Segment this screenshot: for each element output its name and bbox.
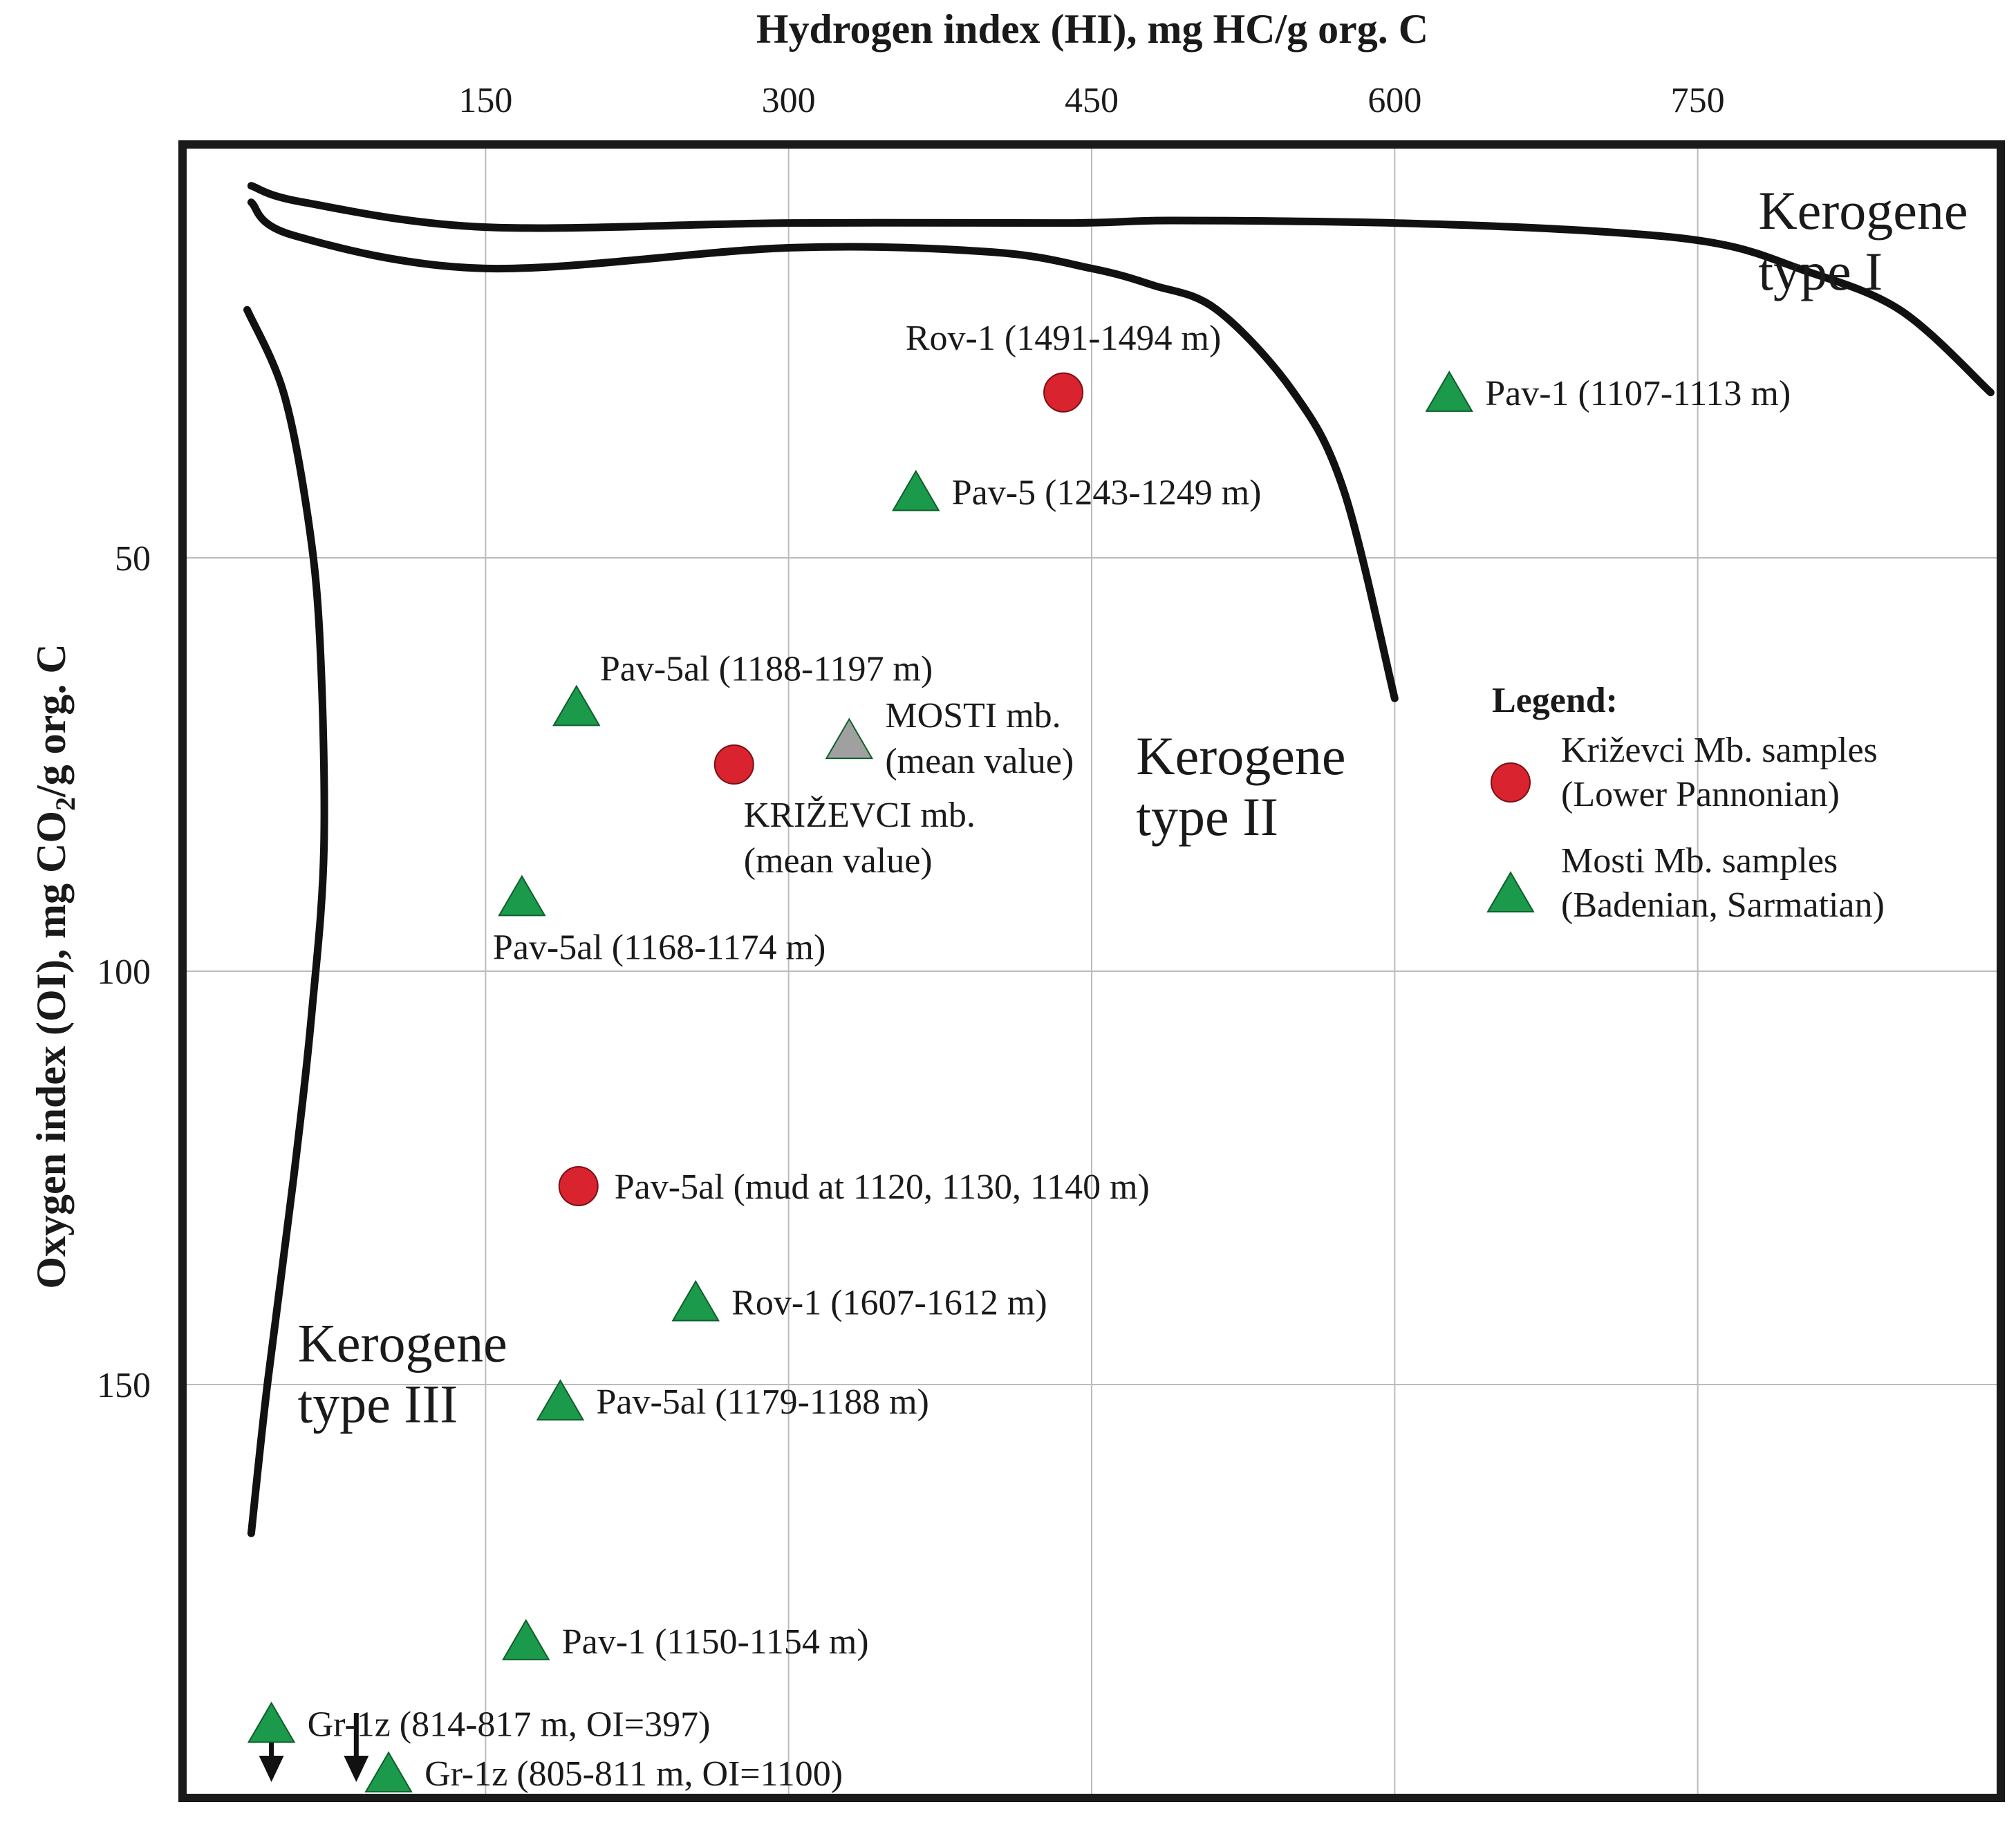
legend-label-lower-pannonian: (Lower Pannonian)	[1561, 775, 1840, 814]
point-pav-1-1107-1113-m	[1425, 371, 1473, 412]
point-labels: Rov-1 (1491-1494 m) KRIŽEVCI mb. (mean val…	[308, 319, 1791, 1794]
x-tick-label-150: 150	[458, 81, 512, 120]
label-pav-5al-mud-at-1120-1130-1140-m-0-2-0: Pav-5al (mud at 1120, 1130, 1140 m)	[615, 1167, 1150, 1207]
point-gr-1z-814-817-m-oi-397	[247, 1701, 296, 1743]
x-tick-label-600: 600	[1368, 81, 1421, 120]
y-tick-label-100: 100	[97, 953, 151, 992]
legend-title: Legend:	[1492, 681, 1618, 720]
point-kri-evci-mb-mean-value	[713, 744, 754, 785]
label-pav-5al-1168-1174-m-1-3-0: Pav-5al (1168-1174 m)	[493, 928, 825, 967]
x-tick-label-300: 300	[762, 81, 816, 120]
region-label-1-line-1: Kerogene	[1758, 180, 1968, 241]
grid-lines	[183, 144, 2001, 1798]
point-pav-5-1243-1249-m	[892, 469, 940, 512]
point-pav-5al-1179-1188-m	[536, 1379, 585, 1420]
legend: Legend: Križevci Mb. samples (Lower Pannon…	[1486, 681, 1885, 925]
y-axis-title: Oxygen index (OI), mg CO2/g org. C	[28, 644, 81, 1288]
region-label-1-line-2: type I	[1758, 241, 1883, 301]
region-label-3-line-1: Kerogene	[298, 1313, 507, 1373]
label-pav-1-1107-1113-m-1-0-0: Pav-1 (1107-1113 m)	[1485, 374, 1791, 413]
label-rov-1-1491-1494-m-0-0-0: Rov-1 (1491-1494 m)	[906, 319, 1221, 358]
type-III-curve	[243, 306, 328, 1537]
label-pav-1-1150-1154-m-1-6-0: Pav-1 (1150-1154 m)	[562, 1622, 869, 1662]
point-rov-1-1491-1494-m	[1043, 372, 1084, 413]
label-mean-value-2-0-1: (mean value)	[885, 742, 1074, 781]
data-points	[247, 371, 1473, 1793]
plot-frame	[178, 140, 2005, 1802]
label-gr-1z-805-811-m-oi-1100-1-8-0: Gr-1z (805-811 m, OI=1100)	[424, 1754, 843, 1794]
off-scale-arrow-head-2	[344, 1756, 369, 1782]
label-kri-evci-mb-0-1-0: KRIŽEVCI mb.	[744, 795, 976, 835]
kerogen-boundary-curves	[243, 182, 1995, 1537]
type-II-curve	[247, 198, 1399, 702]
tick-labels: 150 300 450 600 750 50 100 150	[97, 81, 1725, 1405]
label-pav-5al-1188-1197-m-1-2-0: Pav-5al (1188-1197 m)	[600, 649, 933, 688]
point-gr-1z-805-811-m-oi-1100	[364, 1751, 413, 1793]
region-label-2-line-1: Kerogene	[1136, 726, 1345, 786]
point-pav-5al-mud-at-1120-1130-1140-m	[558, 1165, 599, 1206]
x-axis-title: Hydrogen index (HI), mg HC/g org. C	[756, 6, 1428, 52]
label-gr-1z-814-817-m-oi-397-1-7-0: Gr-1z (814-817 m, OI=397)	[308, 1705, 711, 1744]
legend-label-mosti-mb-samples: Mosti Mb. samples	[1561, 841, 1838, 881]
legend-label-badenian-sarmatian: (Badenian, Sarmatian)	[1561, 885, 1885, 925]
label-mosti-mb-2-0-0: MOSTI mb.	[885, 696, 1061, 735]
legend-label-kri-evci-mb-samples: Križevci Mb. samples	[1561, 731, 1878, 770]
region-label-2-line-2: type II	[1136, 787, 1278, 847]
off-scale-arrow-head-1	[259, 1756, 284, 1782]
point-pav-1-1150-1154-m	[502, 1619, 550, 1660]
y-tick-label-50: 50	[115, 539, 151, 579]
label-mean-value-0-1-1: (mean value)	[744, 841, 933, 881]
label-pav-5al-1179-1188-m-1-5-0: Pav-5al (1179-1188 m)	[596, 1382, 928, 1422]
x-tick-label-450: 450	[1065, 81, 1119, 120]
point-rov-1-1607-1612-m	[671, 1279, 720, 1322]
legend-marker-circle	[1491, 762, 1531, 803]
y-tick-label-150: 150	[97, 1366, 151, 1405]
legend-marker-triangle	[1486, 871, 1535, 913]
region-label-3-line-2: type III	[298, 1373, 458, 1434]
point-mosti-mb-mean-value	[825, 717, 874, 760]
type-I-curve	[247, 182, 1995, 397]
point-pav-5al-1188-1197-m	[552, 684, 601, 726]
label-rov-1-1607-1612-m-1-4-0: Rov-1 (1607-1612 m)	[731, 1283, 1047, 1322]
point-pav-5al-1168-1174-m	[498, 874, 546, 917]
x-tick-label-750: 750	[1671, 81, 1725, 120]
label-pav-5-1243-1249-m-1-1-0: Pav-5 (1243-1249 m)	[952, 473, 1262, 512]
